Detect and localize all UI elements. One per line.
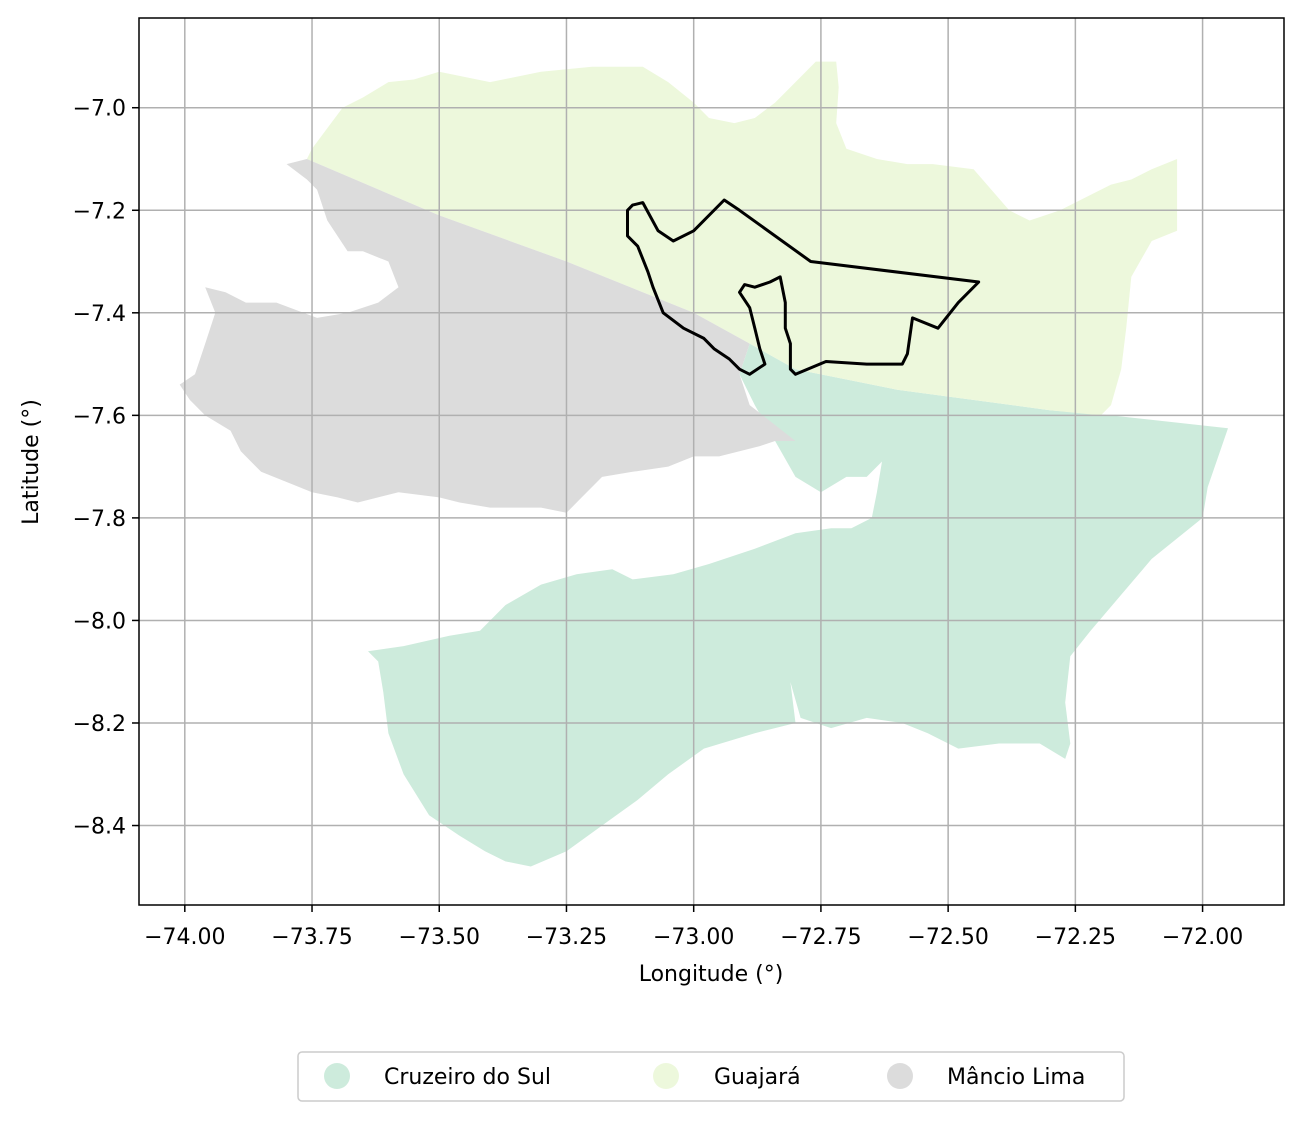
grid-layer [139, 18, 1284, 905]
y-tick-label: −8.4 [73, 815, 126, 840]
y-axis-label: Latitude (°) [19, 399, 44, 525]
x-axis-ticks: −74.00 −73.75 −73.50 −73.25 −73.00 −72.75 −72.… [144, 905, 1243, 950]
y-tick-label: −7.4 [73, 302, 126, 327]
boundary-outline [626, 198, 981, 376]
region-cruzeiro-do-sul [368, 343, 1228, 867]
legend-marker-guajara [653, 1063, 679, 1089]
y-tick-label: −7.6 [73, 404, 126, 429]
x-tick-label: −72.25 [1035, 925, 1116, 950]
legend-label-cruzeiro-do-sul: Cruzeiro do Sul [384, 1065, 551, 1090]
x-tick-label: −72.00 [1162, 925, 1243, 950]
y-axis-ticks: −7.0 −7.2 −7.4 −7.6 −7.8 −8.0 −8.2 −8.4 [73, 97, 139, 840]
y-tick-label: −7.8 [73, 507, 126, 532]
y-tick-label: −8.2 [73, 712, 126, 737]
legend-label-mancio-lima: Mâncio Lima [947, 1065, 1085, 1090]
y-tick-label: −7.0 [73, 97, 126, 122]
legend-marker-mancio-lima [887, 1063, 913, 1089]
x-tick-label: −73.00 [653, 925, 734, 950]
plot-frame [138, 17, 1285, 906]
plot-area [138, 17, 1285, 906]
legend-marker-cruzeiro-do-sul [324, 1063, 350, 1089]
x-axis-label: Longitude (°) [639, 962, 784, 987]
x-tick-label: −73.50 [399, 925, 480, 950]
legend-label-guajara: Guajará [714, 1065, 801, 1090]
legend-box [297, 1051, 1125, 1102]
region-guajara [306, 61, 1178, 416]
y-tick-label: −8.0 [73, 609, 126, 634]
x-tick-label: −73.25 [526, 925, 607, 950]
x-tick-label: −74.00 [144, 925, 225, 950]
x-tick-label: −72.50 [907, 925, 988, 950]
regions-layer [179, 61, 1228, 867]
y-tick-label: −7.2 [73, 199, 126, 224]
region-mancio-lima [179, 159, 796, 513]
x-tick-label: −72.75 [780, 925, 861, 950]
legend: Cruzeiro do Sul Guajará Mâncio Lima [297, 1051, 1125, 1102]
x-tick-label: −73.75 [271, 925, 352, 950]
